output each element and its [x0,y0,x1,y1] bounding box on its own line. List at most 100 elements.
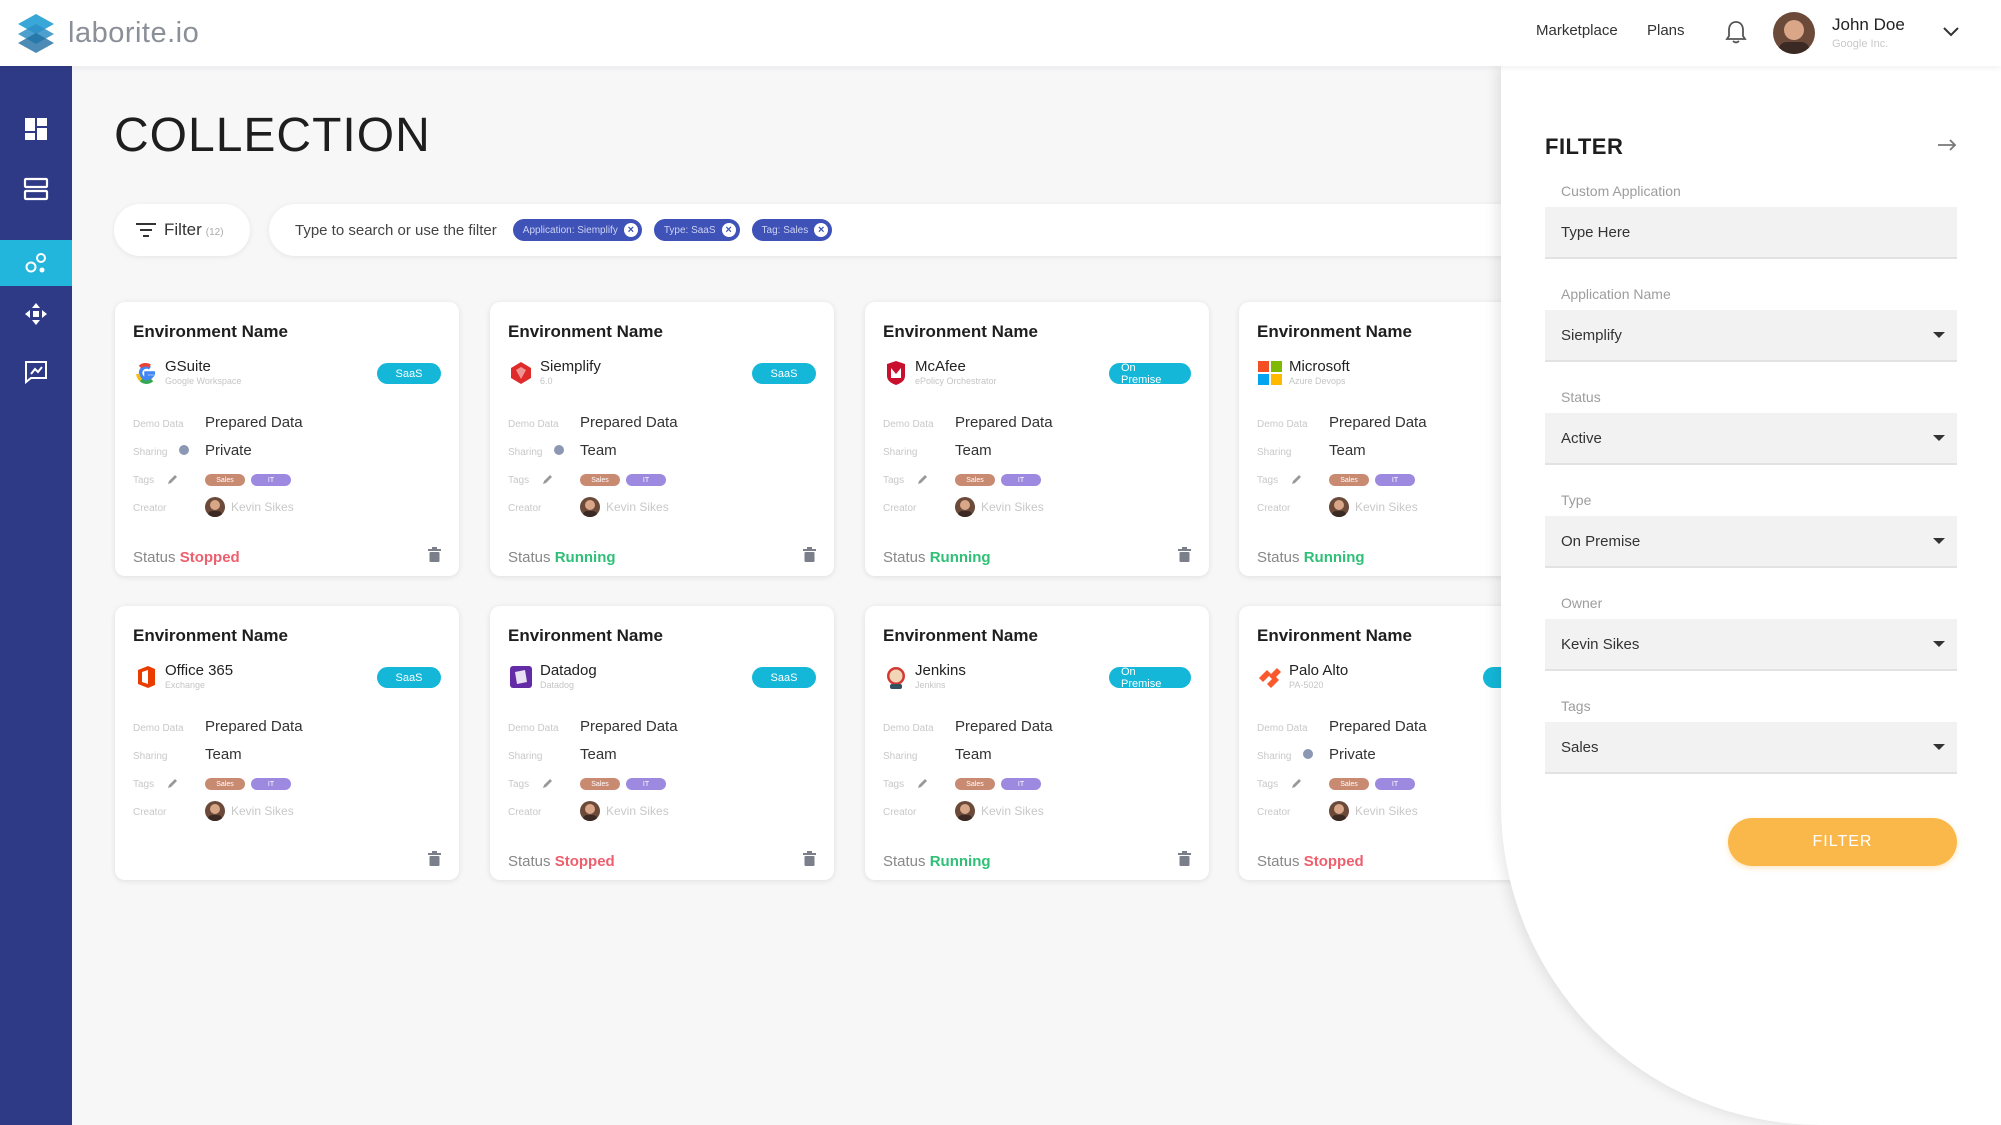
filter-chip-application[interactable]: Application: Siemplify × [512,219,642,241]
demo-data-label: Demo Data [133,419,184,430]
trash-icon[interactable] [1178,547,1191,562]
creator-label: Creator [883,503,917,514]
environment-card[interactable]: Environment Name McAfee ePolicy Orchestrat… [865,302,1209,576]
tag-sales: Sales [1329,778,1369,790]
status-line: Status Running [883,853,991,870]
owner-select[interactable]: Kevin Sikes [1545,619,1957,671]
filter-lines-icon [136,223,156,237]
demo-data-label: Demo Data [1257,419,1308,430]
card-title: Environment Name [133,322,288,341]
demo-data-value: Prepared Data [955,718,1053,735]
sidebar-item-dashboard[interactable] [0,106,72,152]
field-label-application-name: Application Name [1561,286,1671,302]
tags-select[interactable]: Sales [1545,722,1957,774]
nav-marketplace[interactable]: Marketplace [1536,22,1618,39]
sharing-value: Team [205,746,242,763]
pencil-icon[interactable] [542,472,554,484]
tag-sales: Sales [580,474,620,486]
pencil-icon[interactable] [1291,776,1303,788]
chip-label: Application: Siemplify [522,224,618,236]
custom-application-input[interactable]: Type Here [1545,207,1957,259]
sidebar-item-integrations[interactable] [0,291,72,337]
status-label: Status [883,853,926,870]
search-bar[interactable]: Type to search or use the filter Applica… [269,204,1519,256]
sidebar-item-reports[interactable] [0,349,72,395]
type-select[interactable]: On Premise [1545,516,1957,568]
sidebar [0,66,72,1125]
user-org: Google Inc. [1832,38,1889,50]
filter-panel-title: FILTER [1545,134,1624,159]
tags-label: Tags [508,475,530,486]
tag-it: IT [1375,474,1415,486]
card-title: Environment Name [1257,322,1412,341]
type-badge: SaaS [752,667,816,688]
environment-card[interactable]: Environment Name Jenkins Jenkins On Premise… [865,606,1209,880]
creator-avatar [580,497,600,517]
trash-icon[interactable] [1178,851,1191,866]
app-subtitle: Datadog [540,680,575,690]
creator-avatar [955,497,975,517]
type-badge: SaaS [377,667,441,688]
close-icon[interactable]: × [623,223,638,237]
environment-card[interactable]: Environment Name Datadog Datadog SaaS Demo D… [490,606,834,880]
top-bar: laborite.io Marketplace Plans John Doe G… [0,0,2001,66]
creator-name: Kevin Sikes [1355,804,1418,818]
sidebar-item-servers[interactable] [0,166,72,212]
trash-icon[interactable] [428,547,441,562]
pencil-icon[interactable] [167,472,179,484]
status-line: Status Stopped [508,853,615,870]
sharing-label: Sharing [1257,447,1292,458]
filter-chip-tag[interactable]: Tag: Sales × [751,219,833,241]
tag-sales: Sales [580,778,620,790]
environment-card[interactable]: Environment Name GSuite Google Workspace Sa… [115,302,459,576]
filter-chip-type[interactable]: Type: SaaS × [653,219,740,241]
app-name: Microsoft [1289,358,1350,375]
app-subtitle: PA-5020 [1289,680,1324,690]
nav-plans[interactable]: Plans [1647,22,1685,39]
environment-card[interactable]: Environment Name Siemplify 6.0 SaaS Demo Dat… [490,302,834,576]
field-value: Type Here [1561,223,1631,241]
notification-bell-icon[interactable] [1725,20,1747,44]
card-title: Environment Name [883,626,1038,645]
app-logo-icon [883,664,909,690]
pencil-icon[interactable] [917,472,929,484]
brand-logo[interactable]: laborite.io [14,12,199,54]
sharing-value: Team [955,746,992,763]
field-value: On Premise [1561,532,1641,550]
app-logo-icon [1257,664,1283,690]
trash-icon[interactable] [803,851,816,866]
pencil-icon[interactable] [542,776,554,788]
close-icon[interactable]: × [814,223,829,237]
app-name: McAfee [915,358,966,375]
sharing-label: Sharing [133,447,168,458]
status-select[interactable]: Active [1545,413,1957,465]
filter-button[interactable]: Filter (12) [114,204,250,256]
app-name: Palo Alto [1289,662,1349,679]
creator-name: Kevin Sikes [1355,500,1418,514]
trash-icon[interactable] [428,851,441,866]
creator-name: Kevin Sikes [606,500,669,514]
sharing-value: Private [205,442,252,459]
search-input[interactable]: Type to search or use the filter [295,221,497,239]
apply-filter-button[interactable]: FILTER [1728,818,1957,866]
chevron-down-icon[interactable] [1942,26,1960,38]
field-label-type: Type [1561,492,1592,508]
pencil-icon[interactable] [1291,472,1303,484]
pencil-icon[interactable] [917,776,929,788]
application-name-select[interactable]: Siemplify [1545,310,1957,362]
app-subtitle: Azure Devops [1289,376,1346,386]
close-icon[interactable]: × [721,223,736,237]
sidebar-item-collection[interactable] [0,240,72,286]
field-value: Active [1561,429,1602,447]
creator-avatar [205,497,225,517]
filter-panel: FILTER Custom Application Type Here Appl… [1501,66,2001,1125]
trash-icon[interactable] [803,547,816,562]
app-subtitle: Google Workspace [165,376,242,386]
tags-label: Tags [133,779,155,790]
environment-card[interactable]: Environment Name Office 365 Exchange SaaS De… [115,606,459,880]
arrow-right-icon[interactable] [1937,138,1957,152]
pencil-icon[interactable] [167,776,179,788]
move-arrows-icon [25,303,47,325]
creator-avatar [955,801,975,821]
user-avatar[interactable] [1773,12,1815,54]
